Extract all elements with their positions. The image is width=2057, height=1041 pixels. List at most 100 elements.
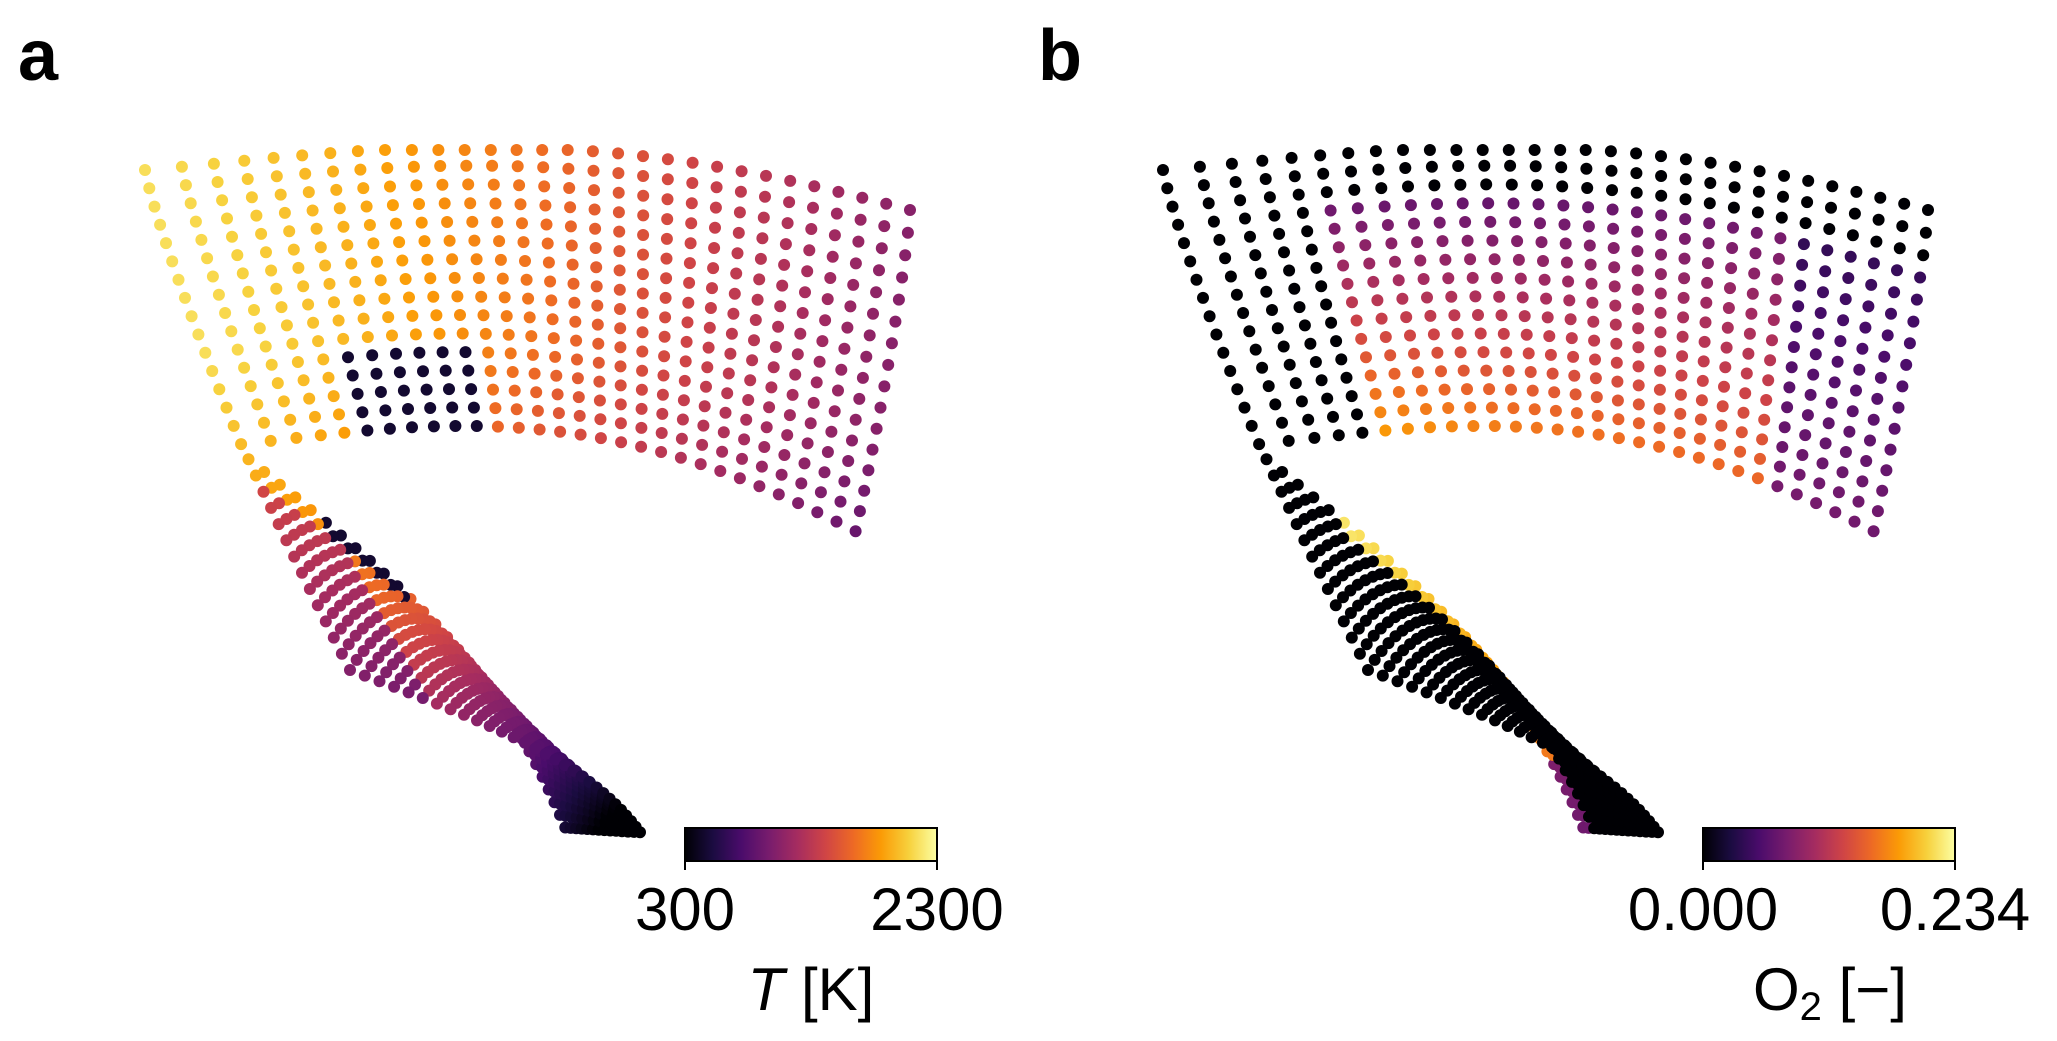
scatter-point <box>1374 406 1387 419</box>
scatter-point <box>613 264 626 277</box>
scatter-point <box>635 440 648 453</box>
scatter-point <box>1704 156 1717 169</box>
scatter-point <box>160 237 172 250</box>
scatter-point <box>1828 376 1841 389</box>
scatter-point <box>1910 293 1923 306</box>
scatter-point <box>284 413 297 426</box>
scatter-point <box>1283 501 1296 514</box>
scatter-point <box>765 381 778 394</box>
scatter-point <box>495 725 508 738</box>
scatter-point <box>421 253 434 266</box>
scatter-point <box>1244 230 1256 243</box>
scatter-point <box>1238 401 1251 414</box>
scatter-point <box>1184 255 1197 268</box>
scatter-point <box>679 355 692 368</box>
scatter-point <box>1231 383 1244 396</box>
scatter-point <box>1329 599 1342 612</box>
scatter-point <box>270 282 283 295</box>
scatter-point <box>870 422 883 435</box>
scatter-point <box>475 290 488 303</box>
scatter-point <box>288 550 301 563</box>
scatter-point <box>1856 342 1869 355</box>
scatter-point <box>309 410 321 423</box>
scatter-point <box>1896 220 1909 233</box>
scatter-point <box>704 302 717 314</box>
scatter-point <box>754 252 767 265</box>
scatter-point <box>1794 279 1807 292</box>
scatter-point <box>1467 420 1480 432</box>
scatter-point <box>236 267 249 280</box>
scatter-point <box>432 144 445 156</box>
scatter-point <box>570 334 583 347</box>
scatter-point <box>199 346 212 359</box>
scatter-point <box>1522 347 1535 360</box>
scatter-point <box>749 314 762 326</box>
scatter-point <box>811 506 824 519</box>
scatter-point <box>1837 314 1850 327</box>
scatter-point <box>1750 226 1763 239</box>
scatter-point <box>1477 346 1490 359</box>
scatter-point <box>1652 826 1664 839</box>
scatter-point <box>241 173 254 185</box>
scatter-point <box>342 351 354 364</box>
scatter-point <box>1606 203 1619 216</box>
scatter-point <box>1654 345 1667 358</box>
colorbar-b-min-label: 0.000 <box>1628 876 1778 943</box>
scatter-point <box>783 196 796 209</box>
scatter-point <box>363 219 376 231</box>
scatter-point <box>244 380 257 393</box>
scatter-point <box>533 423 546 436</box>
scatter-point <box>1224 270 1237 283</box>
scatter-point <box>821 446 834 458</box>
scatter-point <box>1406 680 1419 693</box>
scatter-point <box>1256 154 1269 167</box>
scatter-point <box>1903 337 1916 350</box>
scatter-point <box>1612 413 1625 426</box>
scatter-point <box>1489 714 1501 727</box>
scatter-point <box>456 327 469 340</box>
scatter-point <box>460 159 473 172</box>
scatter-point <box>1504 159 1517 172</box>
scatter-point <box>1778 169 1790 182</box>
scatter-point <box>402 403 414 415</box>
scatter-point <box>696 438 709 451</box>
scatter-point <box>189 215 202 228</box>
scatter-point <box>594 413 607 426</box>
scatter-point <box>1611 394 1624 407</box>
scatter-point <box>1678 272 1691 285</box>
scatter-point <box>724 347 737 360</box>
scatter-point <box>1896 380 1909 393</box>
scatter-point <box>1230 288 1243 301</box>
scatter-point <box>1701 257 1714 270</box>
scatter-point <box>1397 144 1409 156</box>
scatter-point <box>755 460 768 473</box>
scatter-point <box>1530 421 1543 434</box>
scatter-point <box>265 264 278 277</box>
scatter-point <box>1743 327 1756 340</box>
scatter-point <box>407 160 420 173</box>
scatter-point <box>522 292 535 305</box>
scatter-point <box>314 429 327 442</box>
scatter-point <box>1345 165 1357 178</box>
scatter-point <box>1362 664 1374 676</box>
scatter-point <box>1329 575 1342 588</box>
scatter-point <box>816 335 829 348</box>
scatter-point <box>1673 427 1686 439</box>
scatter-point <box>834 495 847 508</box>
scatter-point <box>264 434 277 447</box>
scatter-point <box>1813 477 1826 490</box>
scatter-point <box>1793 468 1806 481</box>
scatter-point <box>1609 299 1622 312</box>
scatter-point <box>394 672 407 685</box>
scatter-point <box>327 390 340 403</box>
scatter-point <box>1335 353 1348 366</box>
scatter-point <box>567 277 580 290</box>
scatter-point <box>471 714 483 727</box>
scatter-point <box>393 236 406 249</box>
scatter-point <box>242 453 255 466</box>
scatter-point <box>496 272 509 285</box>
scatter-point <box>418 235 431 248</box>
scatter-point <box>778 258 791 271</box>
scatter-point <box>740 413 753 426</box>
scatter-point <box>466 215 479 228</box>
